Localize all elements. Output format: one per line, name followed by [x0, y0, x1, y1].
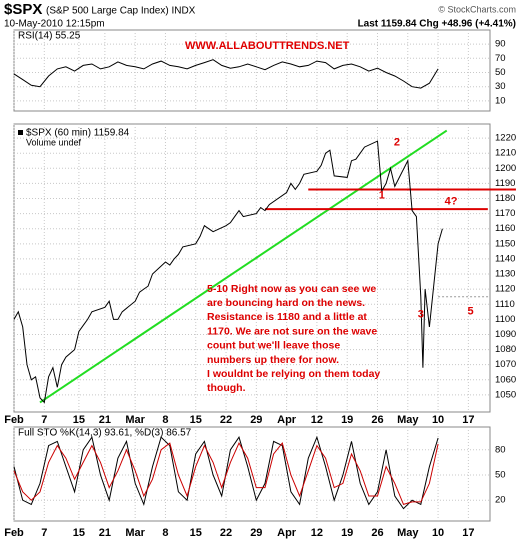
- note-line: though.: [207, 382, 246, 394]
- x-tick-label: 19: [341, 527, 353, 539]
- note-line: are bouncing hard on the news.: [207, 297, 365, 309]
- y-tick-label: 70: [495, 53, 506, 64]
- x-tick-label: 10: [432, 527, 444, 539]
- overlay-line: [39, 129, 448, 404]
- x-tick-label: 21: [99, 527, 111, 539]
- legend-swatch: [18, 130, 23, 135]
- x-tick-label: 19: [341, 414, 353, 426]
- y-tick-label: 1110: [495, 299, 515, 310]
- note-line: 5-10 Right now as you can see we: [207, 283, 376, 295]
- x-tick-label: 12: [311, 414, 323, 426]
- y-tick-label: 1160: [495, 223, 515, 234]
- y-tick-label: 1100: [495, 314, 515, 325]
- y-tick-label: 1220: [495, 133, 516, 144]
- y-tick-label: 20: [495, 495, 506, 506]
- y-tick-label: 90: [495, 39, 506, 50]
- legend-entry: Volume undef: [26, 137, 82, 147]
- x-tick-label: 15: [190, 414, 202, 426]
- x-tick-label: 15: [73, 414, 85, 426]
- x-tick-label: 7: [41, 527, 47, 539]
- x-tick-label: 29: [250, 527, 262, 539]
- y-tick-label: 1130: [495, 269, 515, 280]
- x-tick-label: 17: [462, 414, 474, 426]
- y-tick-label: 1150: [495, 238, 515, 249]
- y-tick-label: 80: [495, 444, 506, 455]
- x-tick-label: Feb: [4, 527, 24, 539]
- y-tick-label: 1050: [495, 389, 516, 400]
- x-tick-label: Apr: [277, 414, 297, 426]
- x-tick-label: 29: [250, 414, 262, 426]
- x-tick-label: 7: [41, 414, 47, 426]
- y-tick-label: 50: [495, 67, 506, 78]
- wave-label: 3: [418, 309, 424, 321]
- series-line: [13, 435, 439, 510]
- x-tick-label: Mar: [125, 414, 145, 426]
- x-tick-label: 22: [220, 414, 232, 426]
- y-tick-label: 1140: [495, 253, 515, 264]
- date: 10-May-2010 12:15pm: [4, 19, 105, 30]
- x-tick-label: 15: [190, 527, 202, 539]
- y-tick-label: 50: [495, 470, 506, 481]
- wave-label: 1: [379, 189, 385, 201]
- x-tick-label: Mar: [125, 527, 145, 539]
- y-tick-label: 1180: [495, 193, 515, 204]
- series-line: [13, 140, 443, 404]
- x-tick-label: 8: [162, 527, 168, 539]
- note-line: I wouldnt be relying on them today: [207, 368, 380, 380]
- y-tick-label: 1200: [495, 163, 516, 174]
- x-tick-label: 21: [99, 414, 111, 426]
- subtitle: (S&P 500 Large Cap Index) INDX: [46, 6, 196, 17]
- x-tick-label: 10: [432, 414, 444, 426]
- sto-label: Full STO %K(14,3) 93.61, %D(3) 86.57: [18, 428, 192, 439]
- wave-label: 5: [467, 306, 473, 318]
- y-tick-label: 1170: [495, 208, 515, 219]
- x-tick-label: Feb: [4, 414, 24, 426]
- x-tick-label: 12: [311, 527, 323, 539]
- y-tick-label: 1120: [495, 284, 515, 295]
- y-tick-label: 1060: [495, 374, 516, 385]
- wave-label: 4?: [445, 195, 458, 207]
- watermark: WWW.ALLABOUTTRENDS.NET: [185, 40, 350, 52]
- x-tick-label: 26: [371, 527, 383, 539]
- x-tick-label: 26: [371, 414, 383, 426]
- y-tick-label: 30: [495, 81, 506, 92]
- x-tick-label: 17: [462, 527, 474, 539]
- note-line: Resistance is 1180 and a little at: [207, 311, 367, 323]
- source: © StockCharts.com: [438, 4, 516, 14]
- y-tick-label: 1190: [495, 178, 515, 189]
- x-tick-label: May: [397, 527, 419, 539]
- rsi-panel: [13, 29, 491, 112]
- x-tick-label: Apr: [277, 527, 297, 539]
- x-tick-label: 15: [73, 527, 85, 539]
- x-tick-label: May: [397, 414, 419, 426]
- rsi-label: RSI(14) 55.25: [18, 31, 81, 42]
- legend-entry: $SPX (60 min) 1159.84: [26, 128, 130, 139]
- title: $SPX: [4, 1, 42, 18]
- y-tick-label: 10: [495, 95, 506, 106]
- y-tick-label: 1090: [495, 329, 516, 340]
- y-tick-label: 1210: [495, 148, 516, 159]
- note-line: count but we'll leave those: [207, 340, 340, 352]
- quote: Last 1159.84 Chg +48.96 (+4.41%): [358, 19, 516, 30]
- sto-panel: [13, 426, 491, 522]
- series-line: [13, 441, 439, 506]
- x-tick-label: 8: [162, 414, 168, 426]
- wave-label: 2: [394, 137, 400, 149]
- x-tick-label: 22: [220, 527, 232, 539]
- y-tick-label: 1070: [495, 359, 516, 370]
- y-tick-label: 1080: [495, 344, 516, 355]
- note-line: 1170. We are not sure on the wave: [207, 325, 377, 337]
- note-line: numbers up there for now.: [207, 354, 339, 366]
- series-line: [13, 59, 439, 89]
